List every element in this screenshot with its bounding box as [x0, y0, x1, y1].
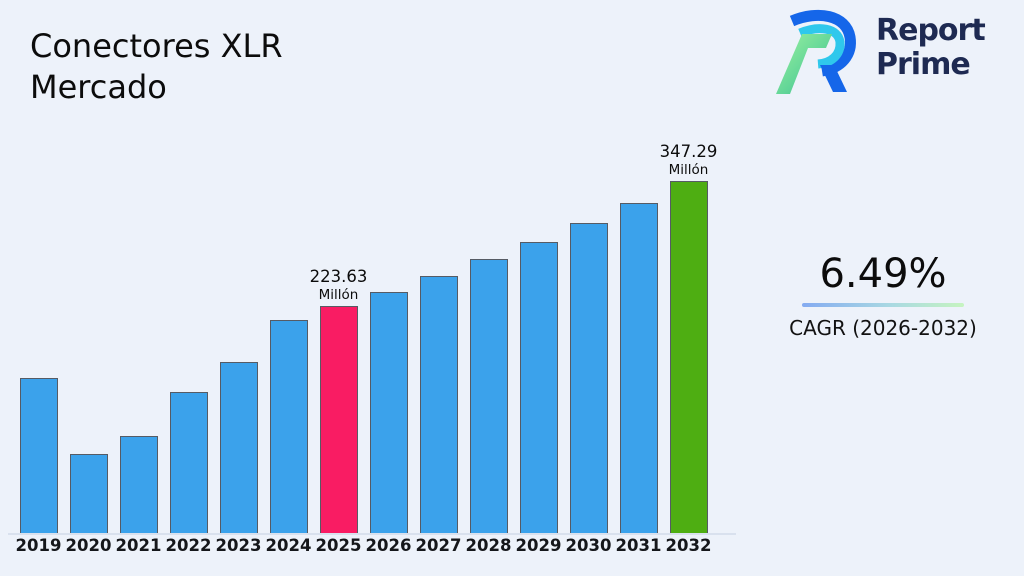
data-label-value: 223.63	[309, 267, 368, 286]
cagr-value: 6.49%	[819, 251, 947, 297]
cagr-callout: 6.49% CAGR (2026-2032)	[742, 252, 1024, 340]
page-title: Conectores XLR Mercado	[30, 26, 283, 108]
data-label-unit: Millón	[668, 162, 709, 178]
x-tick-label-2023: 2023	[215, 536, 262, 555]
bar-2021	[119, 436, 158, 533]
bar-2022	[169, 392, 208, 533]
report-prime-logo-text: Report Prime	[876, 13, 986, 82]
bar-2028	[469, 259, 508, 533]
x-tick-label-2032: 2032	[665, 536, 712, 555]
bar-2023	[219, 362, 258, 533]
x-tick-label-2027: 2027	[415, 536, 462, 555]
x-tick-label-2020: 2020	[65, 536, 112, 555]
cagr-underline-decoration	[802, 303, 964, 307]
x-tick-label-2026: 2026	[365, 536, 412, 555]
bar-2024	[269, 320, 308, 533]
x-tick-label-2022: 2022	[165, 536, 212, 555]
bar-2020	[69, 454, 108, 533]
bar-2025	[319, 306, 358, 533]
x-tick-label-2030: 2030	[565, 536, 612, 555]
bar-chart: 2019 2020 2021 2022 2023 2024 2025 223.63 Millón…	[8, 142, 736, 555]
x-tick-label-2021: 2021	[115, 536, 162, 555]
cagr-label: CAGR (2026-2032)	[789, 316, 977, 340]
bar-2019	[19, 378, 58, 533]
bar-2029	[519, 242, 558, 533]
data-label-unit: Millón	[318, 287, 359, 303]
x-tick-label-2025: 2025	[315, 536, 362, 555]
bar-2027	[419, 276, 458, 533]
x-tick-label-2019: 2019	[15, 536, 62, 555]
logo-text-line1: Report	[876, 13, 986, 48]
logo-text-line2: Prime	[876, 47, 971, 82]
data-label-2025: 223.63 Millón	[310, 267, 368, 303]
data-label-value: 347.29	[659, 142, 718, 161]
x-axis-line	[8, 533, 736, 535]
bar-2026	[369, 292, 408, 533]
page-title-line2: Mercado	[30, 68, 167, 107]
report-prime-logo-icon	[776, 9, 856, 94]
report-prime-logo: Report Prime	[774, 8, 986, 94]
x-tick-label-2031: 2031	[615, 536, 662, 555]
bar-2031	[619, 203, 658, 533]
x-tick-label-2028: 2028	[465, 536, 512, 555]
data-label-2032: 347.29 Millón	[660, 142, 718, 178]
page-title-line1: Conectores XLR	[30, 27, 283, 66]
bar-2030	[569, 223, 608, 533]
x-tick-label-2029: 2029	[515, 536, 562, 555]
x-tick-label-2024: 2024	[265, 536, 312, 555]
bar-2032	[669, 181, 708, 533]
